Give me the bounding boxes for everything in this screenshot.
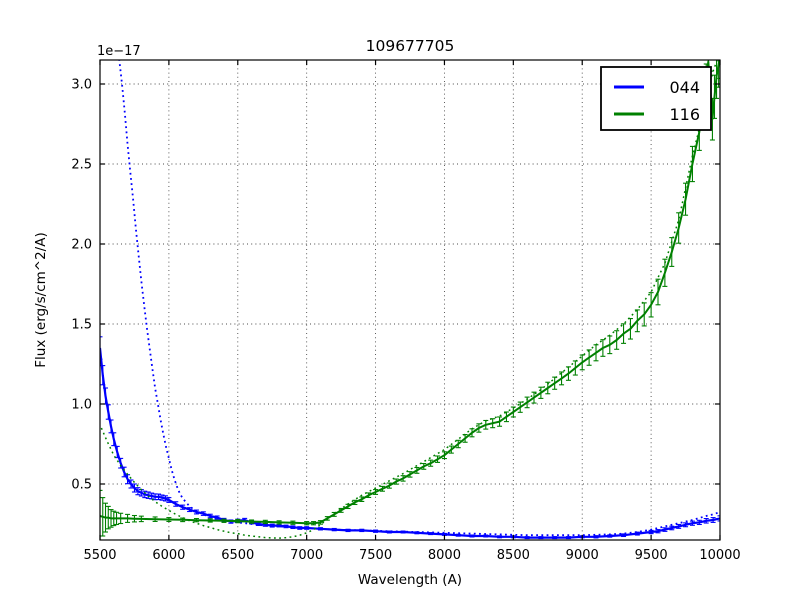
gridlines	[99, 60, 721, 540]
plot-title: 109677705	[366, 37, 455, 55]
x-tick-label: 8000	[428, 548, 461, 563]
legend-label-044: 044	[669, 78, 700, 97]
x-tick-label: 6500	[221, 548, 254, 563]
y-axis-offset-text: 1e−17	[97, 44, 141, 59]
curve-044	[100, 347, 720, 539]
series-116-model	[100, 60, 718, 539]
legend-item-116: 116	[614, 105, 700, 124]
y-axis-label: Flux (erg/s/cm^2/A)	[33, 232, 49, 367]
series-044-model	[118, 60, 720, 537]
y-tick-label: 1.5	[71, 318, 92, 333]
y-tick-label: 2.0	[71, 238, 92, 253]
x-tick-label: 10000	[699, 548, 740, 563]
legend-item-044: 044	[614, 78, 700, 97]
y-tick-label: 2.5	[71, 158, 92, 173]
x-tick-label: 7500	[359, 548, 392, 563]
curve-116	[100, 60, 720, 525]
x-tick-label: 7000	[290, 548, 323, 563]
axis-ticks	[99, 60, 721, 540]
x-axis-label: Wavelength (A)	[358, 572, 462, 588]
legend-box	[600, 66, 712, 131]
legend: 044 116	[600, 66, 712, 131]
curve-116-model	[100, 60, 718, 539]
axes-frame	[99, 59, 721, 541]
x-tick-label: 9500	[635, 548, 668, 563]
y-tick-label: 0.5	[71, 478, 92, 493]
legend-label-116: 116	[669, 105, 700, 124]
y-tick-label: 3.0	[71, 78, 92, 93]
x-tick-label: 9000	[566, 548, 599, 563]
x-tick-label: 5500	[83, 548, 116, 563]
y-tick-label: 1.0	[71, 398, 92, 413]
axis-tick-labels: 5500 6000 6500 7000 7500 8000 8500 9000 9500 1000…	[71, 78, 740, 564]
x-tick-label: 6000	[152, 548, 185, 563]
x-tick-label: 8500	[497, 548, 530, 563]
curve-044-model	[118, 60, 720, 537]
